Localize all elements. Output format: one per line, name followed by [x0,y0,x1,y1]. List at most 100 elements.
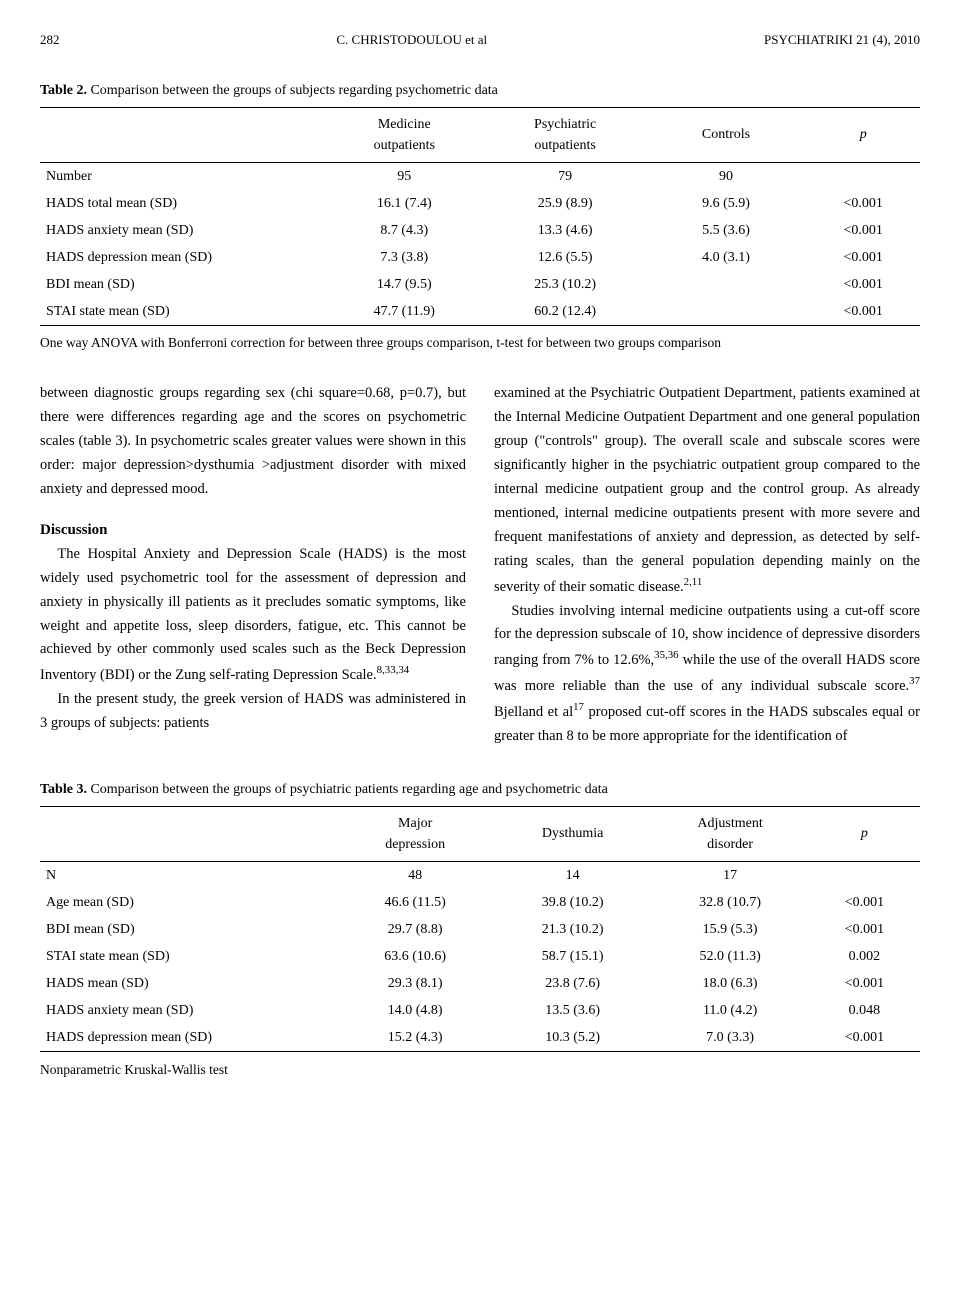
table3: Majordepression Dysthumia Adjustmentdiso… [40,806,920,1052]
row-label: BDI mean (SD) [40,271,324,298]
row-c3: 17 [651,861,808,889]
row-c1: 14.7 (9.5) [324,271,485,298]
t2-h1a: Medicine [378,117,431,132]
row-c2: 25.9 (8.9) [485,190,646,217]
table-row: STAI state mean (SD)47.7 (11.9)60.2 (12.… [40,298,920,326]
row-label: Number [40,162,324,190]
row-c1: 8.7 (4.3) [324,217,485,244]
row-c2: 58.7 (15.1) [494,943,651,970]
row-c2: 39.8 (10.2) [494,889,651,916]
table3-caption-text: Comparison between the groups of psychia… [87,782,608,797]
table2-caption-label: Table 2. [40,83,87,98]
row-label: HADS depression mean (SD) [40,244,324,271]
left-p2: The Hospital Anxiety and Depression Scal… [40,543,466,688]
header-authors: C. CHRISTODOULOU et al [336,30,487,50]
left-p3: In the present study, the greek version … [40,688,466,736]
row-c2: 25.3 (10.2) [485,271,646,298]
table-row: HADS mean (SD)29.3 (8.1)23.8 (7.6)18.0 (… [40,970,920,997]
row-p: <0.001 [806,271,920,298]
t3-h1a: Major [398,816,432,831]
row-p: <0.001 [809,1024,920,1052]
row-c2: 13.5 (3.6) [494,997,651,1024]
row-label: STAI state mean (SD) [40,943,336,970]
row-c3 [646,271,807,298]
table3-caption-label: Table 3. [40,782,87,797]
row-c3: 9.6 (5.9) [646,190,807,217]
table3-section: Table 3. Comparison between the groups o… [40,779,920,1080]
page-number: 282 [40,30,60,50]
t3-h2: Dysthumia [494,806,651,861]
row-label: Age mean (SD) [40,889,336,916]
row-c2: 13.3 (4.6) [485,217,646,244]
row-p: <0.001 [809,916,920,943]
row-c1: 15.2 (4.3) [336,1024,493,1052]
table-row: Number957990 [40,162,920,190]
row-c3 [646,298,807,326]
row-c3: 15.9 (5.3) [651,916,808,943]
row-label: HADS anxiety mean (SD) [40,217,324,244]
r2c: Bjelland et al [494,704,573,720]
table2-caption-text: Comparison between the groups of subject… [87,83,498,98]
table3-caption: Table 3. Comparison between the groups o… [40,779,920,800]
row-c2: 21.3 (10.2) [494,916,651,943]
row-c3: 32.8 (10.7) [651,889,808,916]
t2-h2a: Psychiatric [534,117,596,132]
row-c1: 14.0 (4.8) [336,997,493,1024]
row-label: BDI mean (SD) [40,916,336,943]
table-row: HADS depression mean (SD)15.2 (4.3)10.3 … [40,1024,920,1052]
row-c3: 11.0 (4.2) [651,997,808,1024]
table-row: Age mean (SD)46.6 (11.5)39.8 (10.2)32.8 … [40,889,920,916]
left-p1: between diagnostic groups regarding sex … [40,382,466,502]
r2s3: 17 [573,701,584,713]
row-label: STAI state mean (SD) [40,298,324,326]
right-column: examined at the Psychiatric Outpatient D… [494,382,920,748]
row-c2: 10.3 (5.2) [494,1024,651,1052]
t2-h3: Controls [646,107,807,162]
table-row: HADS depression mean (SD)7.3 (3.8)12.6 (… [40,244,920,271]
header-journal: PSYCHIATRIKI 21 (4), 2010 [764,30,920,50]
table-row: HADS total mean (SD)16.1 (7.4)25.9 (8.9)… [40,190,920,217]
right-p1-text: examined at the Psychiatric Outpatient D… [494,385,920,594]
row-p: <0.001 [809,889,920,916]
left-column: between diagnostic groups regarding sex … [40,382,466,748]
left-p2-sup: 8,33,34 [377,664,410,676]
row-c2: 12.6 (5.5) [485,244,646,271]
right-p2: Studies involving internal medicine outp… [494,600,920,749]
row-c3: 18.0 (6.3) [651,970,808,997]
r2s1: 35,36 [654,649,678,661]
row-label: HADS mean (SD) [40,970,336,997]
row-c1: 47.7 (11.9) [324,298,485,326]
t3-h3b: disorder [707,837,753,852]
discussion-heading: Discussion [40,518,466,543]
table-row: STAI state mean (SD)63.6 (10.6)58.7 (15.… [40,943,920,970]
row-c3: 7.0 (3.3) [651,1024,808,1052]
row-p [809,861,920,889]
row-c2: 14 [494,861,651,889]
row-c3: 4.0 (3.1) [646,244,807,271]
row-p: <0.001 [809,970,920,997]
body-columns: between diagnostic groups regarding sex … [40,382,920,748]
row-c1: 95 [324,162,485,190]
row-label: HADS total mean (SD) [40,190,324,217]
row-p: <0.001 [806,190,920,217]
row-c3: 5.5 (3.6) [646,217,807,244]
row-c2: 23.8 (7.6) [494,970,651,997]
row-c2: 79 [485,162,646,190]
table2-caption: Table 2. Comparison between the groups o… [40,80,920,101]
table2: Medicineoutpatients Psychiatricoutpatien… [40,107,920,326]
row-label: HADS depression mean (SD) [40,1024,336,1052]
row-c3: 52.0 (11.3) [651,943,808,970]
row-c1: 29.3 (8.1) [336,970,493,997]
table-row: BDI mean (SD)29.7 (8.8)21.3 (10.2)15.9 (… [40,916,920,943]
table2-section: Table 2. Comparison between the groups o… [40,80,920,353]
row-p: 0.002 [809,943,920,970]
right-p1-sup: 2,11 [684,576,703,588]
right-p1: examined at the Psychiatric Outpatient D… [494,382,920,599]
row-c1: 46.6 (11.5) [336,889,493,916]
t3-h1b: depression [385,837,445,852]
row-p [806,162,920,190]
r2s2: 37 [909,675,920,687]
t2-h2b: outpatients [534,138,595,153]
row-c2: 60.2 (12.4) [485,298,646,326]
row-c1: 29.7 (8.8) [336,916,493,943]
